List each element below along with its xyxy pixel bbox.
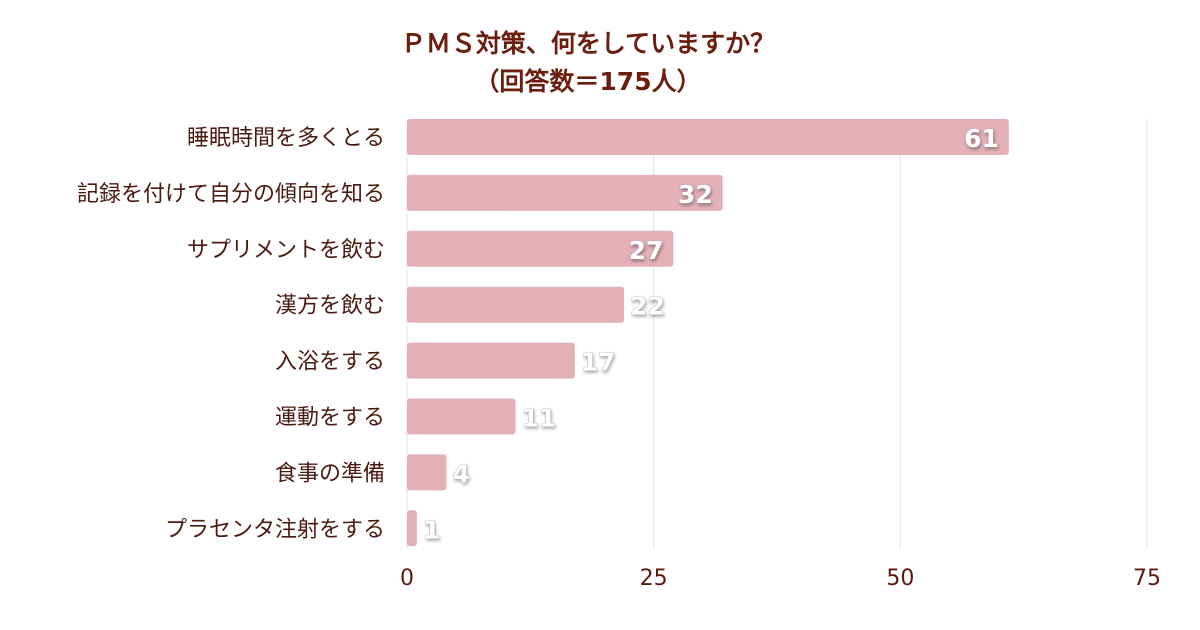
data-label: 1 xyxy=(423,515,440,544)
chart-title: ＰＭＳ対策、何をしていますか？ xyxy=(401,29,775,58)
data-label: 22 xyxy=(630,292,665,321)
bar xyxy=(407,398,516,435)
x-tick-label: 75 xyxy=(1133,566,1161,591)
bar xyxy=(407,286,625,323)
x-tick-label: 0 xyxy=(400,566,414,591)
category-label: 食事の準備 xyxy=(275,461,385,486)
data-label: 61 xyxy=(964,124,999,153)
category-label: 睡眠時間を多くとる xyxy=(187,126,385,151)
category-label: サプリメントを飲む xyxy=(187,238,385,263)
category-label: プラセンタ注射をする xyxy=(165,517,385,542)
category-label: 漢方を飲む xyxy=(275,294,385,319)
bar xyxy=(407,454,447,491)
category-label: 入浴をする xyxy=(275,350,385,375)
bar xyxy=(407,342,575,379)
x-tick-label: 25 xyxy=(640,566,668,591)
data-label: 17 xyxy=(581,348,616,377)
bar xyxy=(407,174,723,211)
bar xyxy=(407,510,417,547)
data-label: 27 xyxy=(629,236,664,265)
data-label: 4 xyxy=(452,459,469,488)
chart-subtitle: （回答数＝175人） xyxy=(474,67,701,96)
bar xyxy=(407,230,674,267)
category-label: 記録を付けて自分の傾向を知る xyxy=(77,182,385,207)
bar xyxy=(407,119,1009,155)
data-label: 11 xyxy=(522,404,557,433)
data-label: 32 xyxy=(678,180,713,209)
x-tick-label: 50 xyxy=(886,566,914,591)
category-label: 運動をする xyxy=(275,406,385,431)
